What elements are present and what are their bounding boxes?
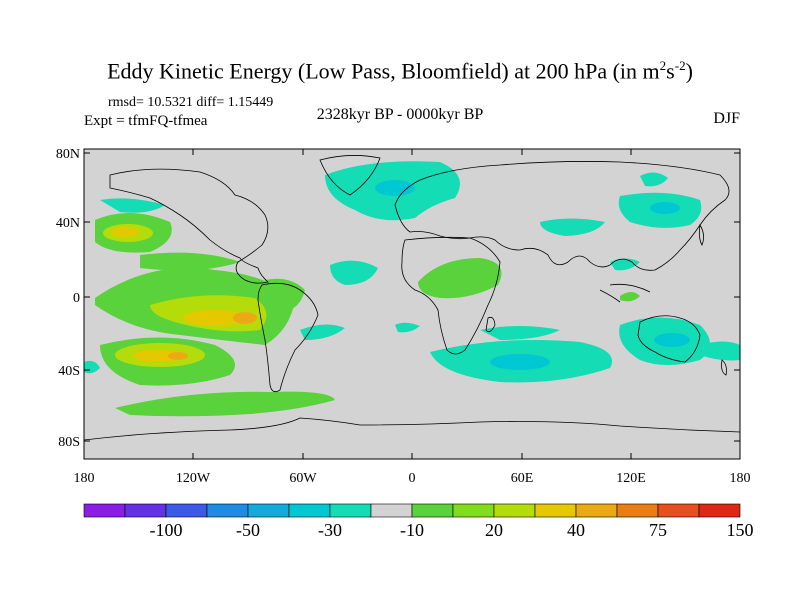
lat-tick-label: 80N (56, 147, 80, 162)
axis-ticks (83, 149, 741, 459)
colorbar-swatch (575, 503, 618, 518)
colorbar-label: 20 (485, 520, 503, 540)
lon-tick-label: 60W (289, 471, 317, 486)
coastline-australia (637, 315, 701, 363)
lon-tick-label: 120W (176, 471, 211, 486)
colorbar (83, 503, 741, 518)
coastline-japan (698, 223, 704, 246)
colorbar-swatch (165, 503, 208, 518)
colorbar-swatch (534, 503, 577, 518)
negative-region-mid-asia (540, 218, 605, 236)
negative-region-nw-pacific (100, 198, 165, 213)
colorbar-swatch (698, 503, 741, 518)
colorbar-swatch (124, 503, 167, 518)
colorbar-swatch (206, 503, 249, 518)
colorbar-swatch (657, 503, 700, 518)
negative-core-australia (654, 333, 690, 347)
positive-region-africa (418, 258, 502, 299)
colorbar-label: -10 (400, 520, 424, 540)
negative-region-tropical-atlantic (330, 260, 378, 285)
lon-tick-label: 180 (730, 471, 751, 486)
period-label: 2328kyr BP - 0000kyr BP (316, 106, 484, 123)
negative-region-south-atlantic (395, 322, 420, 333)
colorbar-label: -100 (149, 520, 183, 540)
colorbar-label: -30 (318, 520, 342, 540)
lon-tick-label: 180 (74, 471, 95, 486)
anomaly-contours (84, 155, 740, 441)
coastline-africa (401, 236, 501, 355)
colorbar-label: 40 (567, 520, 585, 540)
coastline-indonesia (599, 283, 651, 303)
negative-core-east-asia (650, 202, 680, 214)
lat-tick-label: 40S (58, 364, 80, 379)
colorbar-swatch (452, 503, 495, 518)
figure-title: Eddy Kinetic Energy (Low Pass, Bloomfiel… (0, 58, 800, 84)
positive-region-indian-ocean-small (620, 292, 640, 302)
season-label: DJF (713, 110, 740, 127)
title-main: Eddy Kinetic Energy (Low Pass, Bloomfiel… (107, 58, 660, 84)
title-superscript-2: -2 (674, 58, 686, 73)
colorbar-swatch (329, 503, 372, 518)
lon-tick-label: 0 (409, 471, 416, 486)
colorbar-swatch (83, 503, 126, 518)
title-mid: s (666, 58, 675, 84)
negative-core-north-atlantic (375, 180, 415, 196)
experiment-label: Expt = tfmFQ-tfmea (84, 113, 208, 129)
lon-tick-label: 120E (616, 471, 646, 486)
axis-labels: 80N 40N 0 40S 80S 180 120W 60W 0 60E 120E 180 (56, 147, 751, 486)
title-close: ) (685, 58, 693, 84)
colorbar-swatch (411, 503, 454, 518)
colorbar-swatch (616, 503, 659, 518)
coastline-south-america (257, 282, 319, 393)
lat-tick-label: 80S (58, 435, 80, 450)
colorbar-swatch (370, 503, 413, 518)
coastline-new-zealand (721, 359, 727, 376)
coastline-eurasia (394, 161, 730, 271)
negative-region-arctic-siberia (640, 172, 668, 187)
coastlines (84, 155, 740, 441)
negative-core-southern-indian-ocean (490, 354, 550, 370)
coastline-antarctica (84, 417, 740, 441)
coastline-north-america (109, 168, 269, 284)
colorbar-swatch (247, 503, 290, 518)
title-superscript-1: 2 (659, 58, 667, 73)
lat-tick-label: 40N (56, 216, 80, 231)
stats-line: rmsd= 10.5321 diff= 1.15449 (108, 95, 274, 110)
positive-max-south-pacific (168, 352, 188, 360)
positive-peak-north-pacific (111, 227, 139, 237)
positive-region-central-pacific-small (140, 252, 240, 271)
negative-region-southwest-pacific (700, 341, 740, 361)
colorbar-label: 75 (649, 520, 667, 540)
positive-peak-south-pacific (133, 350, 183, 362)
coastline-madagascar (485, 316, 496, 333)
positive-region-southern-ocean-pacific (115, 391, 335, 417)
positive-peak-tropical-pacific (183, 310, 247, 326)
colorbar-swatch (493, 503, 536, 518)
negative-region-southeast-asia (610, 258, 640, 271)
coastline-greenland (319, 155, 381, 196)
lat-tick-label: 0 (73, 291, 80, 306)
colorbar-swatch (288, 503, 331, 518)
colorbar-label: 150 (726, 520, 754, 540)
positive-max-tropical-pacific (233, 312, 257, 324)
negative-region-madagascar-east (480, 326, 560, 340)
colorbar-label: -50 (236, 520, 260, 540)
lon-tick-label: 60E (511, 471, 534, 486)
